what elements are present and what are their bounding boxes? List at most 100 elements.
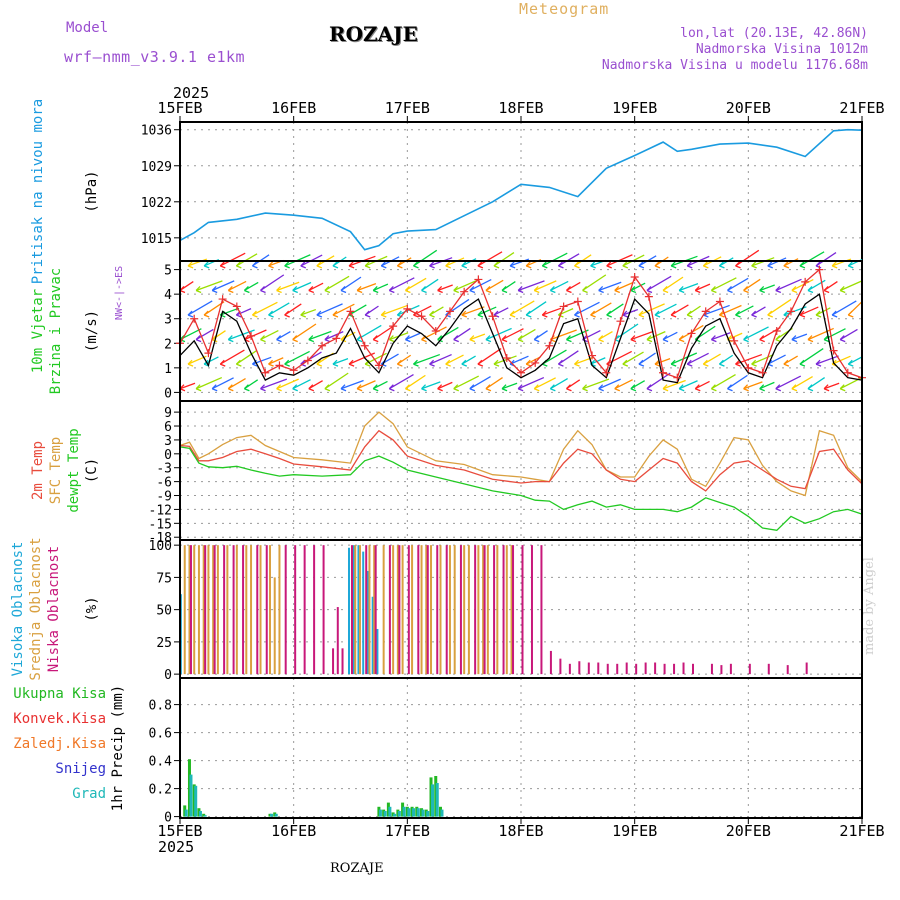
- wind-arrow-head: [364, 314, 371, 318]
- bar-clouds-low: [635, 663, 638, 675]
- wind-arrow-head: [831, 359, 837, 365]
- wind-arrow-head: [493, 265, 500, 269]
- wind-arrow-head: [477, 265, 484, 269]
- wind-arrow: [429, 353, 452, 365]
- wind-arrow-head: [332, 265, 339, 269]
- bar-clouds-mid: [259, 545, 262, 675]
- wind-arrow: [292, 323, 317, 341]
- bar-clouds-mid: [183, 545, 186, 675]
- wind-arrow-head: [799, 310, 805, 316]
- wind-arrow-head: [187, 310, 193, 316]
- wind-arrow-head: [582, 384, 588, 390]
- wind-arrow: [646, 372, 671, 390]
- wind-arrow-head: [686, 314, 693, 318]
- wind-arrow-head: [501, 335, 507, 341]
- bar-clouds-low: [242, 545, 245, 675]
- wind-arrow-head: [381, 363, 387, 367]
- series-temperature-temp2m: [179, 429, 863, 492]
- ytick-label-temperature: 3: [164, 434, 172, 449]
- wind-arrow-head: [574, 310, 579, 316]
- wind-arrow: [236, 253, 258, 267]
- wind-arrow-head: [743, 335, 749, 341]
- wind-arrow-head: [703, 314, 709, 318]
- bar-precip-snow: [184, 809, 188, 817]
- wind-arrow-head: [848, 363, 854, 367]
- wind-arrow-head: [477, 261, 483, 267]
- wind-arrow: [332, 358, 349, 365]
- bar-clouds-mid: [401, 545, 404, 675]
- wind-arrow-head: [372, 388, 379, 392]
- ytick-label-wind: 1: [164, 362, 172, 377]
- wind-arrow-head: [372, 384, 378, 390]
- wind-arrow: [534, 280, 557, 292]
- wind-arrow-head: [630, 338, 637, 343]
- bar-clouds-low: [332, 648, 335, 675]
- wind-arrow-head: [606, 310, 612, 316]
- wind-arrow-head: [815, 314, 822, 318]
- wind-arrow-head: [783, 363, 790, 367]
- wind-arrow: [614, 281, 634, 292]
- wind-arrow-head: [300, 310, 306, 316]
- wind-arrow-head: [743, 289, 749, 294]
- gust-marker: [232, 302, 241, 311]
- wind-arrow-head: [678, 384, 684, 390]
- wind-arrow-head: [364, 363, 371, 367]
- wind-arrow-head: [759, 286, 765, 291]
- bar-clouds-low: [445, 545, 448, 675]
- wind-arrow-head: [791, 335, 797, 341]
- wind-arrow-head: [461, 359, 467, 365]
- wind-arrow-head: [413, 265, 419, 269]
- gust-marker: [730, 336, 739, 345]
- wind-arrow: [703, 304, 730, 316]
- wind-arrow-head: [743, 338, 749, 343]
- ytick-label-temperature: -15: [149, 517, 172, 532]
- axis-label-clouds: (%): [84, 596, 100, 621]
- wind-arrow: [477, 251, 503, 267]
- xtick-label-bottom: 17FEB: [385, 822, 430, 840]
- wind-arrow: [429, 306, 444, 316]
- gust-marker: [190, 314, 199, 323]
- wind-arrow-head: [566, 335, 571, 341]
- wind-arrow-head: [630, 335, 636, 341]
- wind-arrow-head: [702, 261, 708, 267]
- wind-arrow: [799, 306, 819, 316]
- wind-arrow-head: [847, 310, 853, 316]
- wind-arrow-head: [533, 384, 539, 390]
- wind-arrow-head: [372, 338, 379, 343]
- xtick-label-bottom: 21FEB: [839, 822, 884, 840]
- wind-arrow: [751, 353, 774, 365]
- wind-arrow: [823, 382, 840, 390]
- wind-arrow-head: [332, 314, 339, 318]
- wind-arrow-head: [211, 286, 217, 291]
- wind-arrow-head: [236, 363, 242, 367]
- wind-arrow-head: [501, 338, 508, 343]
- wind-arrow-head: [404, 286, 410, 291]
- gust-marker: [801, 277, 810, 286]
- wind-arrow-head: [622, 310, 628, 316]
- wind-arrow-head: [767, 265, 773, 269]
- gust-marker: [616, 317, 625, 326]
- bar-clouds-low: [426, 545, 429, 675]
- wind-arrow-head: [332, 310, 338, 316]
- bar-clouds-mid: [278, 545, 281, 675]
- wind-arrow-head: [396, 310, 402, 316]
- gust-marker: [247, 331, 256, 340]
- bar-precip-total: [202, 813, 206, 817]
- axis-label-clouds: Visoka Oblacnost: [10, 542, 26, 677]
- wind-arrow-head: [815, 261, 821, 267]
- wind-arrow-head: [469, 388, 476, 392]
- wind-arrow-head: [260, 388, 266, 392]
- wind-arrow-head: [695, 388, 701, 392]
- wind-arrow: [220, 307, 240, 316]
- wind-arrow-head: [703, 265, 709, 269]
- wind-arrow-head: [791, 289, 798, 294]
- wind-arrow-head: [228, 388, 234, 392]
- wind-arrow: [654, 303, 677, 316]
- wind-arrow-head: [493, 261, 499, 267]
- bar-clouds-mid: [226, 545, 229, 675]
- wind-arrow: [823, 328, 846, 341]
- wind-arrow-head: [558, 314, 564, 318]
- wind-arrow: [437, 381, 453, 390]
